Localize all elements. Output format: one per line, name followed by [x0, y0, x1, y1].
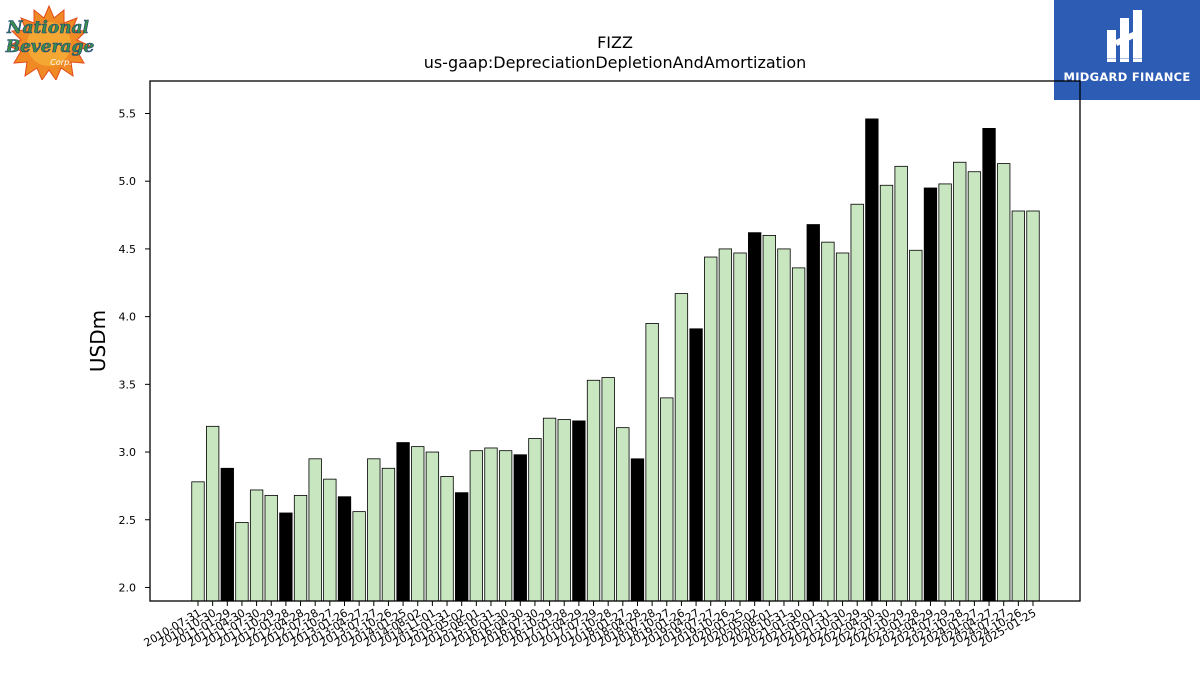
bar-2024-10-26	[1011, 210, 1025, 602]
bar-2021-10-30	[835, 252, 850, 602]
y-tick-label: 4.0	[119, 311, 137, 324]
bar-2020-05-02	[748, 232, 762, 602]
bar-2025-01-25	[1026, 210, 1040, 602]
y-tick-label: 4.5	[119, 243, 137, 256]
midgard-brand-name: MIDGARD FINANCE	[1063, 70, 1191, 84]
bar-2010-07-31	[191, 481, 205, 602]
bar-2022-10-29	[894, 165, 908, 602]
bar-2013-01-26	[337, 496, 352, 602]
bar-2011-01-29	[220, 467, 234, 602]
y-tick-label: 3.5	[119, 378, 137, 391]
bar-2013-10-26	[381, 467, 396, 602]
bar-2019-07-27	[704, 256, 718, 602]
bar-2011-07-30	[249, 489, 264, 602]
y-tick-label: 2.5	[119, 514, 137, 527]
bar-2014-11-01	[425, 451, 440, 602]
chart-title: FIZZ	[597, 33, 633, 52]
y-tick-label: 2.0	[119, 581, 137, 594]
bar-2012-04-28	[293, 494, 308, 602]
logo-text-line3: Corp.	[50, 58, 71, 67]
bar-2017-10-28	[601, 377, 615, 602]
bar-2019-10-26	[718, 248, 733, 602]
bar-2014-08-02	[411, 446, 425, 602]
chart-subtitle: us-gaap:DepreciationDepletionAndAmortiza…	[424, 53, 807, 72]
bar-2020-01-25	[733, 252, 747, 602]
y-axis: 2.0 2.5 3.0 3.5 4.0 4.5 5.0 5.5	[119, 108, 150, 594]
national-beverage-logo: National Beverage Corp.	[4, 4, 95, 82]
bar-2013-07-27	[367, 458, 381, 602]
bar-2015-05-02	[455, 492, 469, 602]
bar-2017-07-29	[586, 379, 601, 602]
bar-2016-10-29	[542, 417, 557, 602]
bar-2018-07-28	[645, 322, 659, 602]
bar-2014-01-25	[396, 442, 410, 602]
bar-2024-07-27	[997, 163, 1011, 602]
bar-2017-04-29	[572, 420, 586, 602]
bar-2023-01-28	[909, 249, 923, 602]
bar-2017-01-28	[557, 419, 571, 602]
midgard-finance-logo: MIDGARD FINANCE	[1054, 0, 1200, 100]
bar-2022-07-30	[879, 184, 894, 602]
bar-2024-04-27	[982, 127, 996, 602]
bar-2019-01-26	[674, 293, 689, 602]
bar-2022-01-29	[850, 203, 864, 602]
bar-2020-10-31	[777, 248, 791, 602]
bar-2023-07-29	[938, 183, 952, 602]
bar-2022-04-30	[865, 118, 879, 602]
y-tick-label: 3.0	[119, 446, 137, 459]
bar-2012-10-27	[323, 478, 337, 602]
bar-2021-05-01	[806, 224, 820, 602]
bar-2019-04-27	[689, 328, 703, 602]
bar-2016-01-30	[498, 450, 513, 602]
bar-2016-04-30	[513, 454, 527, 602]
bar-2023-04-29	[923, 187, 938, 602]
logo-text-line2: Beverage	[5, 37, 94, 57]
bar-2015-01-31	[440, 476, 454, 602]
bar-2011-10-29	[264, 494, 278, 602]
bar-2012-07-28	[308, 458, 322, 602]
midgard-mark-icon	[1106, 10, 1148, 62]
y-tick-label: 5.0	[119, 175, 137, 188]
bar-2015-10-31	[484, 447, 498, 602]
bar-2018-04-28	[630, 458, 645, 602]
plot-frame	[149, 80, 1081, 602]
bar-2018-01-27	[616, 427, 630, 602]
bar-2015-08-01	[469, 450, 483, 602]
bar-2011-04-30	[235, 522, 249, 602]
bar-2018-10-27	[660, 397, 674, 602]
bar-2021-01-30	[791, 267, 806, 602]
bar-2024-01-27	[967, 171, 982, 602]
bar-2020-08-01	[762, 234, 776, 602]
bar-2021-07-31	[821, 241, 835, 602]
bar-2012-01-28	[279, 512, 293, 602]
logo-text-line1: National	[6, 18, 90, 38]
bar-2010-10-30	[205, 425, 220, 602]
bar-2023-10-28	[953, 161, 967, 602]
x-axis: 2010-07-312010-10-302011-01-292011-04-30…	[142, 601, 1039, 650]
bars-group	[191, 118, 1040, 602]
y-axis-label: USDm	[86, 310, 110, 372]
bar-2013-04-27	[352, 511, 366, 602]
y-tick-label: 5.5	[119, 108, 137, 121]
bar-2016-07-30	[528, 438, 542, 602]
